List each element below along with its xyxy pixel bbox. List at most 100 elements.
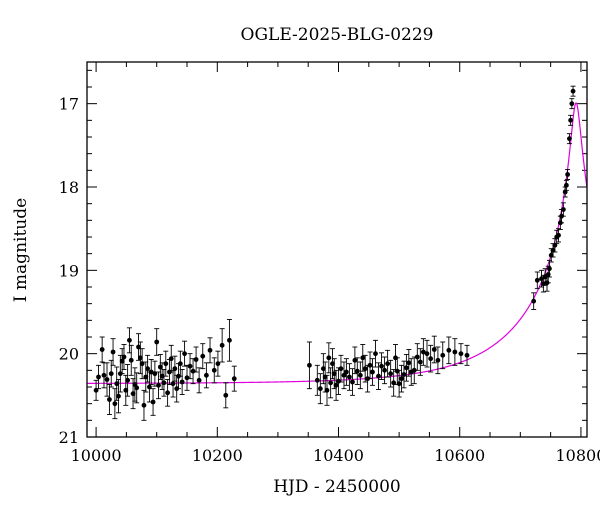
data-point: [322, 361, 328, 393]
data-marker: [107, 397, 112, 402]
x-tick-label: 10600: [434, 446, 485, 465]
x-tick-label: 10200: [192, 446, 243, 465]
data-marker: [406, 360, 412, 366]
chart-title: OGLE-2025-BLG-0229: [241, 25, 434, 45]
data-point: [317, 373, 323, 405]
data-marker: [565, 172, 571, 177]
data-point: [190, 358, 196, 385]
data-marker: [326, 355, 332, 361]
data-point: [306, 341, 312, 390]
data-point: [329, 348, 335, 380]
data-point: [125, 364, 131, 397]
data-marker: [134, 385, 140, 391]
data-marker: [320, 366, 326, 372]
data-point: [161, 369, 167, 397]
data-marker: [569, 101, 575, 107]
plot-frame: [86, 61, 588, 438]
data-marker: [137, 355, 143, 361]
data-marker: [147, 384, 152, 390]
data-marker: [163, 361, 169, 367]
data-point: [349, 368, 355, 396]
axis-ticks: 10000 10200 10400 10600 10800 17 18 19 20 21: [59, 62, 600, 465]
model-curve: [87, 102, 587, 384]
data-marker: [464, 352, 470, 358]
x-axis-label: HJD - 2450000: [273, 477, 401, 497]
data-marker: [401, 372, 407, 377]
data-marker: [360, 355, 366, 361]
data-point: [215, 350, 221, 377]
model-curve-group: [87, 102, 587, 384]
data-marker: [215, 361, 221, 367]
data-point: [379, 352, 385, 380]
data-point: [435, 346, 441, 375]
data-marker: [139, 361, 145, 367]
data-marker: [396, 381, 402, 387]
data-point: [360, 344, 366, 372]
data-point: [440, 341, 446, 370]
data-marker: [531, 298, 537, 304]
data-point: [341, 361, 347, 390]
data-point: [554, 229, 560, 245]
data-marker: [172, 366, 178, 372]
y-tick-label: 20: [59, 345, 79, 364]
data-marker: [336, 378, 341, 384]
data-point: [168, 344, 174, 373]
data-marker: [121, 354, 127, 360]
y-tick-label: 21: [59, 428, 79, 447]
data-marker: [119, 358, 125, 364]
x-tick-label: 10800: [555, 446, 600, 465]
data-point: [143, 361, 149, 393]
data-point: [388, 359, 394, 388]
data-marker: [96, 374, 101, 380]
data-marker: [556, 232, 561, 238]
data-point: [324, 374, 330, 406]
data-marker: [207, 347, 213, 353]
data-point: [187, 353, 193, 380]
data-marker: [540, 281, 546, 287]
data-marker: [341, 372, 347, 378]
data-point: [531, 292, 537, 310]
data-marker: [385, 361, 391, 367]
data-marker: [165, 390, 171, 396]
data-marker: [417, 359, 423, 365]
data-marker: [104, 377, 110, 382]
data-point: [134, 372, 140, 404]
data-point: [141, 389, 147, 421]
data-point: [145, 354, 151, 383]
data-marker: [187, 363, 193, 369]
data-point: [570, 85, 576, 97]
y-tick-label: 19: [59, 261, 79, 280]
data-point: [396, 369, 402, 398]
data-point: [534, 271, 540, 290]
data-marker: [179, 379, 185, 385]
data-marker: [112, 401, 118, 407]
data-marker: [99, 347, 105, 352]
data-marker: [362, 366, 368, 372]
data-point: [150, 388, 156, 416]
data-point: [126, 327, 132, 354]
data-point: [170, 369, 176, 398]
data-marker: [391, 380, 397, 386]
data-marker: [570, 88, 576, 94]
data-point: [428, 344, 434, 373]
data-marker: [152, 371, 158, 377]
data-marker: [343, 369, 349, 375]
data-marker: [534, 277, 540, 283]
data-point: [116, 379, 122, 414]
data-marker: [168, 356, 174, 362]
data-marker: [314, 377, 320, 383]
data-point: [101, 362, 107, 389]
data-point: [96, 364, 102, 390]
data-marker: [101, 372, 107, 378]
x-tick-label: 10400: [313, 446, 364, 465]
data-marker: [156, 382, 161, 388]
data-marker: [203, 372, 209, 378]
data-marker: [227, 337, 232, 343]
data-point: [226, 319, 232, 362]
data-marker: [322, 374, 328, 380]
data-point: [207, 337, 213, 364]
data-marker: [330, 361, 335, 367]
data-point: [464, 344, 470, 366]
data-point: [357, 361, 363, 390]
